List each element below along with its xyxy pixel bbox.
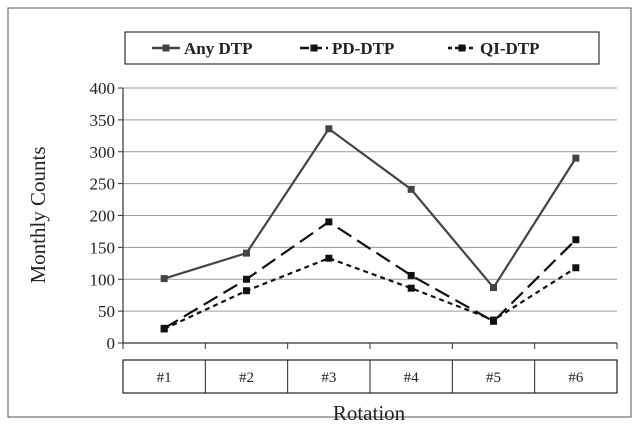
legend-item-1: PD-DTP bbox=[300, 39, 394, 58]
series-line bbox=[163, 257, 577, 330]
series-lines bbox=[160, 125, 580, 333]
data-point bbox=[160, 275, 168, 283]
y-tick-labels: 0 50 100 150 200 250 300 350 400 bbox=[90, 79, 116, 353]
data-point bbox=[407, 185, 415, 193]
data-point bbox=[325, 254, 333, 262]
figure-border bbox=[7, 7, 632, 418]
series-2 bbox=[160, 254, 580, 333]
data-point bbox=[407, 284, 415, 292]
series-line bbox=[163, 220, 577, 330]
data-point bbox=[572, 236, 580, 244]
legend-label: Any DTP bbox=[184, 39, 252, 58]
x-tick-label: #5 bbox=[486, 370, 501, 386]
x-tick-label: #1 bbox=[157, 370, 172, 386]
legend-marker bbox=[310, 44, 318, 52]
y-axis-title: Monthly Counts bbox=[26, 146, 50, 283]
legend-item-0: Any DTP bbox=[152, 39, 252, 58]
y-tick-label: 200 bbox=[90, 207, 116, 226]
y-tick-label: 300 bbox=[90, 143, 116, 162]
x-tick-label: #6 bbox=[568, 370, 584, 386]
y-tick-label: 100 bbox=[90, 270, 116, 289]
data-point bbox=[160, 325, 168, 333]
data-point bbox=[325, 125, 333, 133]
y-tick-label: 0 bbox=[107, 334, 116, 353]
series-0 bbox=[160, 125, 580, 292]
legend-box bbox=[124, 31, 600, 65]
data-point bbox=[243, 275, 250, 283]
data-point bbox=[243, 249, 250, 257]
data-point bbox=[490, 316, 497, 324]
data-point bbox=[325, 218, 333, 226]
gridlines bbox=[123, 87, 617, 312]
y-tick-label: 250 bbox=[90, 175, 116, 194]
y-tick-label: 150 bbox=[90, 238, 116, 257]
y-axis bbox=[118, 87, 618, 349]
legend-marker bbox=[458, 44, 466, 52]
data-point bbox=[490, 284, 497, 292]
y-tick-label: 350 bbox=[90, 111, 116, 130]
y-tick-label: 50 bbox=[98, 302, 115, 321]
series-line bbox=[163, 127, 577, 290]
y-tick-label: 400 bbox=[90, 79, 116, 98]
legend: Any DTP PD-DTP QI-DTP bbox=[124, 31, 600, 65]
x-category-table: #1 #2 #3 #4 #5 #6 bbox=[122, 359, 618, 394]
x-tick-label: #4 bbox=[404, 370, 420, 386]
data-point bbox=[572, 264, 580, 272]
legend-marker bbox=[162, 44, 170, 52]
x-tick-label: #3 bbox=[321, 370, 336, 386]
data-point bbox=[243, 287, 250, 295]
data-point bbox=[572, 154, 580, 162]
x-tick-label: #2 bbox=[239, 370, 254, 386]
legend-item-2: QI-DTP bbox=[448, 39, 540, 58]
data-point bbox=[407, 271, 415, 279]
x-axis-title: Rotation bbox=[333, 401, 406, 425]
legend-label: QI-DTP bbox=[480, 39, 540, 58]
legend-label: PD-DTP bbox=[332, 39, 394, 58]
